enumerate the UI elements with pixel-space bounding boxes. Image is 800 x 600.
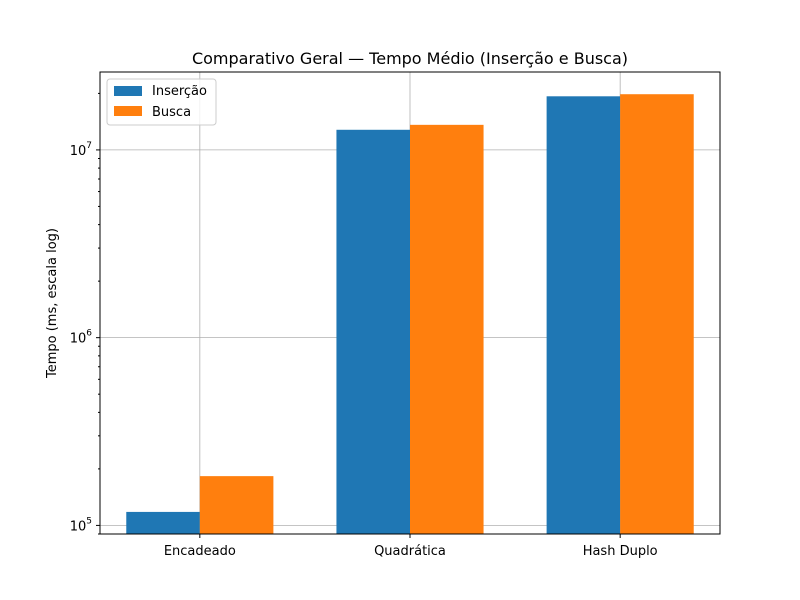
x-tick-label: Encadeado <box>164 544 236 559</box>
legend-swatch-busca <box>114 106 142 116</box>
x-tick-label: Quadrática <box>374 544 446 559</box>
legend-label-insercao: Inserção <box>152 84 207 99</box>
bar-insercao <box>336 129 410 535</box>
bar-insercao <box>126 511 200 534</box>
bars-layer <box>126 94 694 535</box>
legend-label-busca: Busca <box>152 105 191 120</box>
bar-insercao <box>546 96 621 535</box>
x-tick-label: Hash Duplo <box>583 544 658 559</box>
legend: Inserção Busca <box>106 78 217 126</box>
bar-busca <box>620 94 694 534</box>
chart-title: Comparativo Geral — Tempo Médio (Inserçã… <box>192 49 628 68</box>
bar-busca <box>410 124 484 535</box>
y-tick-label: 105 <box>70 516 92 534</box>
y-tick-label: 107 <box>70 141 92 159</box>
bar-busca <box>199 476 274 534</box>
y-tick-label: 106 <box>70 329 93 347</box>
y-axis-label: Tempo (ms, escala log) <box>45 228 60 379</box>
ticks-layer: 105 106 107 Encadeado Quadrática Hash Duplo <box>70 92 658 559</box>
legend-swatch-insercao <box>114 86 142 96</box>
